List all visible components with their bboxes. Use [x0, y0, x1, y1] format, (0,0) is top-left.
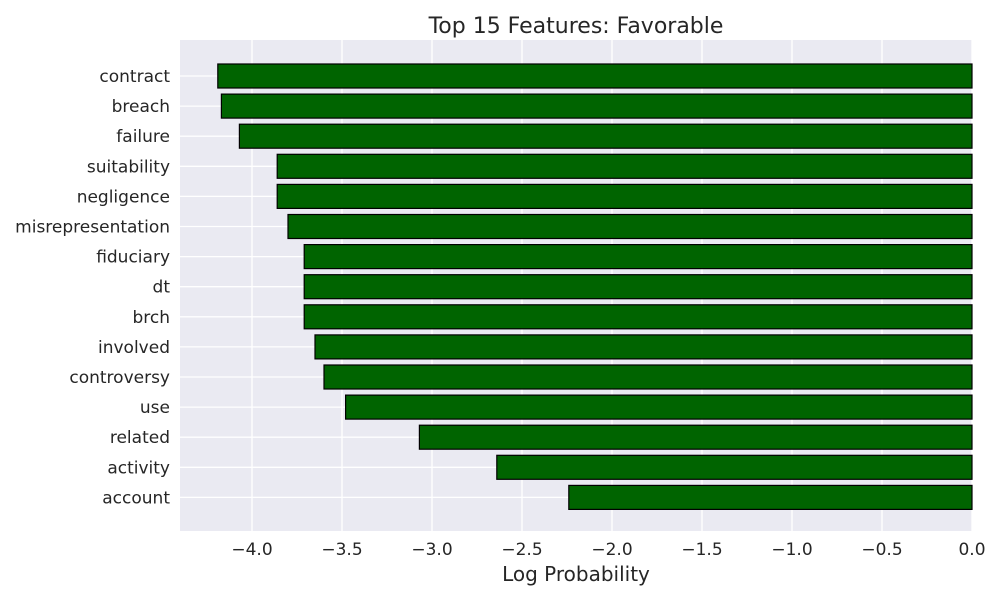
- bar-suitability: [276, 153, 973, 179]
- category-label: related: [110, 428, 170, 448]
- x-tick-label: −2.5: [501, 540, 542, 560]
- category-label: dt: [153, 278, 171, 298]
- bar-contract: [217, 63, 973, 89]
- category-label: controversy: [69, 368, 170, 388]
- bar-breach: [220, 93, 973, 119]
- category-label: suitability: [87, 157, 170, 177]
- bar-brch: [303, 304, 973, 330]
- x-tick-label: −0.5: [861, 540, 902, 560]
- x-tick-label: −1.5: [681, 540, 722, 560]
- category-label: brch: [132, 308, 170, 328]
- x-tick-label: 0.0: [958, 540, 985, 560]
- category-label: activity: [107, 458, 170, 478]
- bar-failure: [238, 123, 973, 149]
- bar-use: [345, 394, 973, 420]
- category-label: breach: [112, 97, 170, 117]
- bar-activity: [496, 454, 973, 480]
- y-axis-categories: contract breach failure suitability negligen…: [15, 67, 170, 508]
- bar-controversy: [323, 364, 973, 390]
- category-label: account: [102, 488, 170, 508]
- bars: [217, 63, 973, 510]
- bar-fiduciary: [303, 244, 973, 270]
- bar-related: [418, 424, 973, 450]
- x-axis-title: Log Probability: [502, 562, 650, 586]
- bar-negligence: [276, 183, 973, 209]
- x-axis-ticks: −4.0 −3.5 −3.0 −2.5 −2.0 −1.5 −1.0 −0.5 0.0: [231, 540, 985, 560]
- category-label: misrepresentation: [15, 218, 170, 238]
- category-label: negligence: [77, 187, 170, 207]
- category-label: involved: [98, 338, 170, 358]
- x-tick-label: −4.0: [231, 540, 272, 560]
- x-tick-label: −3.0: [411, 540, 452, 560]
- category-label: fiduciary: [96, 248, 170, 268]
- bar-involved: [314, 334, 973, 360]
- x-tick-label: −3.5: [321, 540, 362, 560]
- bar-dt: [303, 274, 973, 300]
- bar-misrepresentation: [287, 213, 973, 240]
- category-label: failure: [116, 127, 170, 147]
- bar-account: [568, 484, 973, 510]
- x-tick-label: −1.0: [771, 540, 812, 560]
- chart-title: Top 15 Features: Favorable: [428, 14, 724, 39]
- category-label: contract: [99, 67, 170, 87]
- category-label: use: [140, 398, 170, 418]
- x-tick-label: −2.0: [591, 540, 632, 560]
